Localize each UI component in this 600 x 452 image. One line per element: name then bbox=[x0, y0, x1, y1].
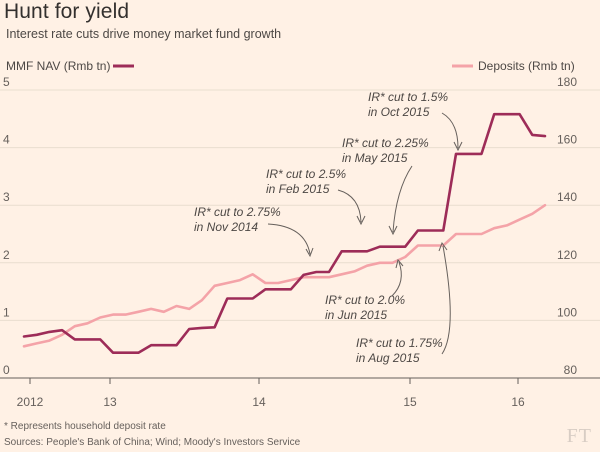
series-line-mmf-nav bbox=[22, 112, 547, 355]
annotation-jun-2015-arrowhead bbox=[395, 258, 404, 269]
x-tick-15: 15 bbox=[403, 395, 417, 409]
left-axis-ticks: 0 1 2 3 4 5 bbox=[3, 75, 10, 377]
chart-title: Hunt for yield bbox=[4, 0, 130, 23]
annotations: IR* cut to 2.75% in Nov 2014 IR* cut to … bbox=[194, 90, 463, 365]
gridlines bbox=[0, 89, 600, 379]
legend: MMF NAV (Rmb tn) Deposits (Rmb tn) bbox=[6, 59, 575, 73]
annotation-jun-2015: IR* cut to 2.0% in Jun 2015 bbox=[325, 258, 405, 322]
annotation-jun-2015-line1: IR* cut to 2.0% bbox=[325, 293, 405, 307]
annotation-nov-2014-line1: IR* cut to 2.75% bbox=[194, 205, 281, 219]
annotation-aug-2015: IR* cut to 1.75% in Aug 2015 bbox=[356, 241, 451, 365]
x-axis: 2012 13 14 15 16 bbox=[17, 378, 525, 409]
right-tick-100: 100 bbox=[557, 305, 577, 319]
annotation-nov-2014: IR* cut to 2.75% in Nov 2014 bbox=[194, 205, 314, 258]
series-line-deposits bbox=[22, 203, 547, 348]
series-lines bbox=[22, 112, 547, 355]
left-tick-5: 5 bbox=[3, 75, 10, 89]
right-axis-ticks: 80 100 120 140 160 180 bbox=[557, 75, 577, 377]
ft-logo: FT bbox=[566, 425, 592, 447]
chart-subtitle: Interest rate cuts drive money market fu… bbox=[6, 27, 282, 41]
annotation-aug-2015-line1: IR* cut to 1.75% bbox=[356, 336, 443, 350]
annotation-may-2015: IR* cut to 2.25% in May 2015 bbox=[342, 136, 429, 236]
annotation-nov-2014-line2: in Nov 2014 bbox=[194, 220, 258, 234]
annotation-may-2015-line1: IR* cut to 2.25% bbox=[342, 136, 429, 150]
left-tick-0: 0 bbox=[3, 363, 10, 377]
annotation-may-2015-line2: in May 2015 bbox=[342, 151, 408, 165]
left-tick-4: 4 bbox=[3, 133, 10, 147]
left-tick-2: 2 bbox=[3, 248, 10, 262]
right-tick-140: 140 bbox=[557, 190, 577, 204]
annotation-feb-2015: IR* cut to 2.5% in Feb 2015 bbox=[266, 167, 366, 226]
annotation-oct-2015: IR* cut to 1.5% in Oct 2015 bbox=[368, 90, 463, 152]
annotation-aug-2015-line2: in Aug 2015 bbox=[356, 351, 420, 365]
x-tick-16: 16 bbox=[511, 395, 525, 409]
footnote: * Represents household deposit rate bbox=[4, 421, 166, 432]
annotation-jun-2015-arrow bbox=[391, 261, 402, 297]
x-tick-13: 13 bbox=[103, 395, 117, 409]
right-tick-160: 160 bbox=[557, 133, 577, 147]
legend-label-mmf: MMF NAV (Rmb tn) bbox=[6, 59, 110, 73]
left-tick-1: 1 bbox=[3, 305, 10, 319]
annotation-oct-2015-line2: in Oct 2015 bbox=[368, 105, 430, 119]
annotation-aug-2015-arrowhead bbox=[438, 241, 448, 252]
annotation-aug-2015-arrow bbox=[441, 245, 451, 355]
annotation-feb-2015-arrowhead bbox=[356, 215, 366, 226]
annotation-may-2015-arrowhead bbox=[388, 225, 398, 236]
annotation-may-2015-arrow bbox=[392, 165, 413, 233]
legend-label-deposits: Deposits (Rmb tn) bbox=[478, 59, 575, 73]
x-tick-2012: 2012 bbox=[17, 395, 44, 409]
annotation-feb-2015-line1: IR* cut to 2.5% bbox=[266, 167, 346, 181]
annotation-feb-2015-line2: in Feb 2015 bbox=[266, 182, 330, 196]
right-tick-180: 180 bbox=[557, 75, 577, 89]
x-tick-14: 14 bbox=[252, 395, 266, 409]
annotation-nov-2014-arrowhead bbox=[305, 247, 314, 258]
annotation-feb-2015-arrow bbox=[337, 189, 362, 223]
annotation-oct-2015-arrow bbox=[441, 112, 459, 149]
annotation-oct-2015-line1: IR* cut to 1.5% bbox=[368, 90, 448, 104]
annotation-oct-2015-arrowhead bbox=[453, 141, 463, 152]
right-tick-120: 120 bbox=[557, 248, 577, 262]
sources-note: Sources: People's Bank of China; Wind; M… bbox=[4, 437, 301, 448]
annotation-jun-2015-line2: in Jun 2015 bbox=[325, 308, 387, 322]
right-tick-80: 80 bbox=[564, 363, 578, 377]
annotation-nov-2014-arrow bbox=[267, 223, 311, 255]
left-tick-3: 3 bbox=[3, 190, 10, 204]
